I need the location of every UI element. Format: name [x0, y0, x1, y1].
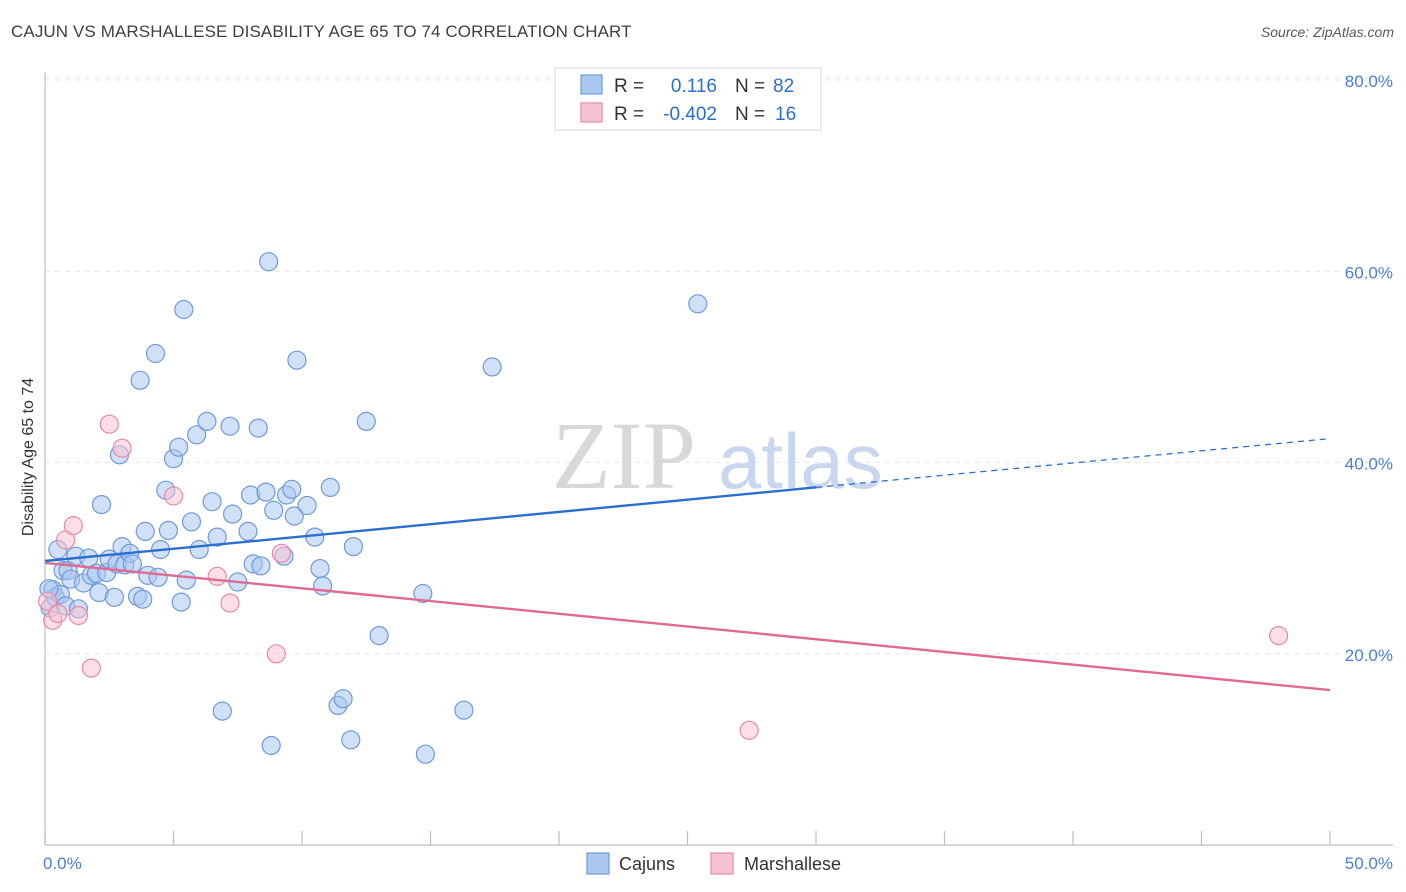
cajun-point	[197, 411, 217, 431]
cajun-point	[145, 343, 166, 364]
x-tick-label-max: 50.0%	[1345, 854, 1393, 873]
cajun-point	[415, 744, 435, 764]
marshallese-point	[112, 438, 132, 458]
cajun-point	[341, 730, 361, 750]
cajun-point	[238, 521, 258, 542]
cajun-point	[148, 567, 168, 587]
marshallese-point	[99, 414, 119, 434]
cajun-point	[454, 700, 474, 720]
cajun-point	[133, 589, 153, 609]
y-tick-label-60: 60.0%	[1345, 263, 1393, 282]
cajun-point	[130, 370, 150, 390]
marshallese-point	[1268, 625, 1289, 646]
x-tick-label-min: 0.0%	[43, 854, 82, 873]
marshallese-legend-label[interactable]: Marshallese	[744, 854, 841, 874]
watermark: ZIP atlas	[552, 402, 883, 509]
marshallese-r-value: -0.402	[663, 104, 717, 125]
cajun-point	[187, 425, 207, 445]
cajun-point	[261, 735, 281, 756]
marshallese-point	[48, 603, 68, 624]
cajun-point	[176, 570, 196, 590]
cajun-point	[202, 492, 222, 512]
cajun-point	[220, 416, 240, 436]
cajun-n-value: 82	[773, 76, 794, 97]
trendlines	[44, 437, 1331, 692]
cajun-point	[122, 554, 142, 574]
cajun-trendline	[44, 486, 817, 563]
marshallese-legend-swatch-bottom[interactable]	[710, 852, 734, 875]
cajun-point	[356, 411, 376, 431]
marshallese-point	[81, 658, 101, 678]
series-legend: Cajuns Marshallese	[586, 852, 841, 875]
chart-title: CAJUN VS MARSHALLESE DISABILITY AGE 65 T…	[11, 22, 632, 41]
cajun-point	[310, 558, 330, 579]
marshallese-point	[63, 515, 83, 536]
cajun-r-label: R =	[614, 76, 644, 97]
y-tick-label-80: 80.0%	[1345, 72, 1393, 91]
cajun-point	[207, 527, 227, 547]
cajun-point	[297, 495, 317, 516]
cajuns-legend-label[interactable]: Cajuns	[619, 854, 675, 874]
cajun-point	[287, 350, 307, 370]
marshallese-point	[220, 593, 240, 613]
marshallese-point	[271, 543, 291, 563]
cajun-r-value: 0.116	[671, 76, 717, 97]
cajun-point	[181, 512, 202, 532]
cajun-n-label: N =	[735, 76, 765, 97]
cajun-point	[369, 625, 389, 646]
cajun-point	[264, 500, 284, 520]
y-tick-labels: 20.0% 40.0% 60.0% 80.0%	[1345, 72, 1393, 665]
marshallese-point	[266, 644, 286, 664]
cajun-point	[282, 479, 302, 499]
watermark-zip: ZIP	[552, 402, 696, 509]
marshallese-r-label: R =	[614, 104, 644, 125]
cajun-point	[251, 556, 271, 576]
cajun-point	[320, 477, 340, 497]
cajun-legend-swatch	[580, 74, 603, 95]
cajun-point	[212, 701, 232, 721]
axes	[44, 72, 1393, 846]
y-axis-label: Disability Age 65 to 74	[20, 378, 37, 536]
marshallese-legend-swatch	[580, 102, 603, 123]
cajun-trendline-extension	[815, 437, 1331, 489]
cajun-point	[104, 587, 125, 607]
cajuns-legend-swatch[interactable]	[586, 852, 610, 875]
cajun-point	[259, 252, 279, 272]
cajun-point	[223, 504, 243, 524]
cajun-point	[284, 506, 304, 526]
marshallese-n-value: 16	[775, 104, 796, 125]
cajun-point	[174, 299, 194, 320]
marshallese-point	[207, 566, 227, 586]
marshallese-point	[163, 486, 184, 506]
cajun-point	[248, 418, 268, 438]
cajun-point	[169, 437, 189, 457]
cajun-point	[688, 294, 708, 314]
cajun-point	[482, 357, 502, 377]
marshallese-point	[37, 591, 58, 611]
cajun-point	[333, 689, 353, 709]
cajun-point	[189, 539, 209, 560]
cajun-point	[256, 482, 276, 502]
cajun-point	[158, 520, 178, 541]
marshallese-n-label: N =	[735, 104, 765, 125]
x-ticks	[44, 831, 1331, 845]
marshallese-point	[739, 720, 759, 740]
source-credit: Source: ZipAtlas.com	[1260, 24, 1394, 40]
watermark-atlas: atlas	[718, 417, 883, 505]
stats-legend: R = 0.116 N = 82 R = -0.402 N = 16	[554, 67, 822, 131]
cajun-point	[91, 495, 112, 515]
cajun-point	[413, 583, 433, 604]
y-tick-label-20: 20.0%	[1345, 646, 1393, 665]
marshallese-points	[37, 414, 1289, 740]
y-tick-label-40: 40.0%	[1345, 455, 1393, 474]
marshallese-point	[68, 605, 89, 626]
marshallese-trendline	[44, 561, 1331, 692]
cajun-point	[135, 521, 155, 542]
cajun-point	[343, 536, 363, 557]
cajun-point	[305, 527, 325, 547]
cajun-point	[171, 592, 191, 612]
